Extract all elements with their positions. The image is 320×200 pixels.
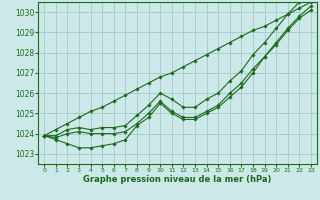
X-axis label: Graphe pression niveau de la mer (hPa): Graphe pression niveau de la mer (hPa) (84, 175, 272, 184)
